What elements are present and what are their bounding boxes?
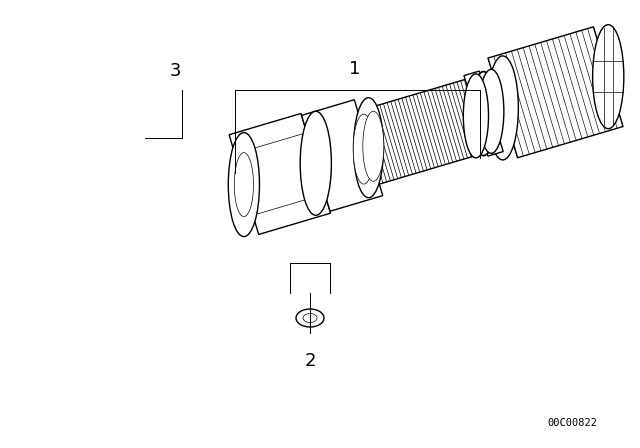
- Polygon shape: [229, 113, 331, 234]
- Ellipse shape: [593, 25, 624, 129]
- Ellipse shape: [487, 56, 518, 160]
- Polygon shape: [358, 78, 490, 184]
- Ellipse shape: [303, 314, 317, 323]
- Ellipse shape: [475, 84, 493, 144]
- Polygon shape: [488, 27, 623, 158]
- Ellipse shape: [357, 110, 380, 185]
- Ellipse shape: [296, 309, 324, 327]
- Ellipse shape: [463, 74, 488, 158]
- Text: 2: 2: [304, 352, 316, 370]
- Ellipse shape: [471, 72, 496, 155]
- Ellipse shape: [353, 98, 383, 198]
- Polygon shape: [235, 133, 325, 215]
- Text: 3: 3: [169, 62, 180, 80]
- Text: 1: 1: [349, 60, 361, 78]
- Ellipse shape: [300, 111, 332, 215]
- Ellipse shape: [467, 77, 490, 153]
- Ellipse shape: [363, 111, 384, 181]
- Polygon shape: [464, 71, 503, 156]
- Text: 00C00822: 00C00822: [547, 418, 597, 428]
- Polygon shape: [301, 100, 383, 211]
- Ellipse shape: [353, 114, 374, 184]
- Ellipse shape: [301, 113, 331, 213]
- Ellipse shape: [228, 133, 259, 237]
- Ellipse shape: [234, 153, 253, 216]
- Ellipse shape: [479, 69, 504, 153]
